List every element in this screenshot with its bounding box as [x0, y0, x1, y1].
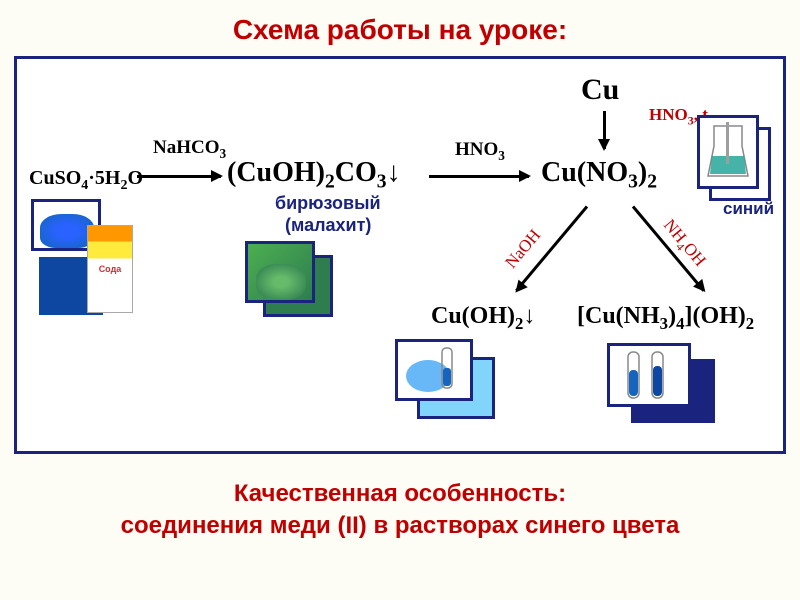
- subtitle-block: Качественная особенность: соединения мед…: [0, 478, 800, 543]
- formula-complex: [Cu(NH3)4](OH)2: [577, 303, 754, 330]
- arrow-2: [429, 175, 529, 178]
- image-cuoh2-stack: [395, 339, 473, 403]
- label-malachite1: бирюзовый: [275, 193, 381, 214]
- reagent-nh4oh: NH4OH: [659, 215, 710, 270]
- image-soda-box: Сода: [87, 225, 133, 313]
- formula-cuno3: Cu(NO3)2: [541, 157, 657, 189]
- title-text: Схема работы на уроке:: [233, 14, 567, 45]
- reagent-hno3: HNO3: [455, 139, 505, 161]
- image-beakers: [697, 115, 759, 194]
- image-malachite-stack: [245, 241, 315, 308]
- diagram-container: CuSO4·5H2O Сода NaHCO3 (CuOH)2CO3↓ бирюз…: [14, 56, 786, 454]
- subtitle-line2: соединения меди (II) в растворах синего …: [0, 510, 800, 542]
- formula-cuoh2: Cu(OH)2↓: [431, 303, 535, 330]
- page-title: Схема работы на уроке:: [0, 0, 800, 56]
- formula-malachite: (CuOH)2CO3↓: [227, 157, 401, 189]
- arrow-1: [137, 175, 221, 178]
- label-blue: синий: [723, 199, 774, 219]
- formula-cu: Cu: [581, 73, 619, 107]
- subtitle-line1: Качественная особенность:: [0, 478, 800, 510]
- arrow-cu-down: [603, 111, 606, 149]
- formula-cuso4: CuSO4·5H2O: [29, 167, 143, 190]
- image-complex-stack: [607, 343, 691, 409]
- label-malachite2: (малахит): [285, 215, 371, 236]
- reagent-nahco3: NaHCO3: [153, 137, 226, 159]
